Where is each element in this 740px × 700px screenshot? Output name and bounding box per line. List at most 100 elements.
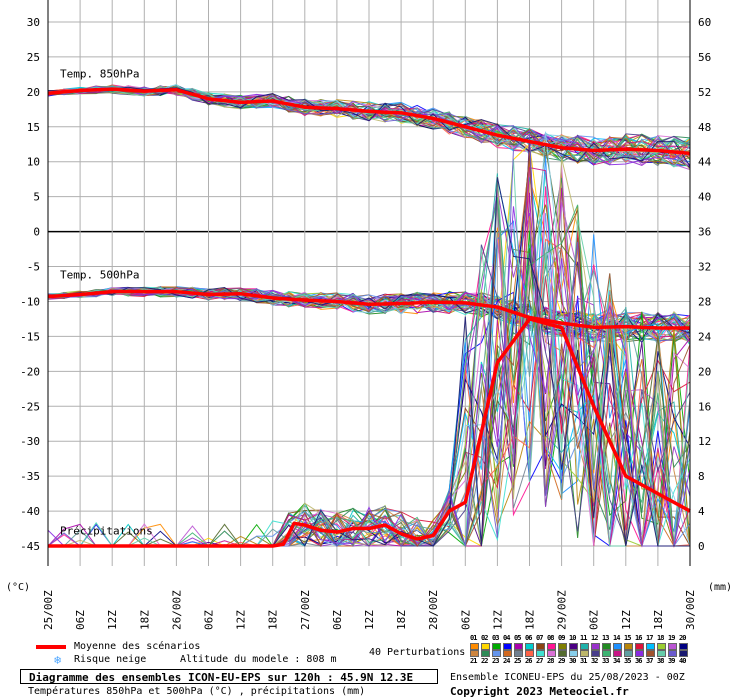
x-tick-label: 29/00Z bbox=[556, 590, 569, 630]
member-color-swatch bbox=[536, 650, 545, 657]
left-tick-label: -10 bbox=[20, 295, 40, 308]
ensemble-chart: 30 25 20 15 10 5 0 -5 -10 -15 -20 -25 -30 -35 -40 -45 60… bbox=[6, 0, 732, 630]
ensemble-means bbox=[47, 87, 691, 548]
member-number: 33 bbox=[602, 657, 610, 665]
member-number: 40 bbox=[679, 657, 687, 665]
left-unit-label: (°C) bbox=[6, 582, 30, 593]
member-color-swatch bbox=[613, 650, 622, 657]
member-number: 22 bbox=[481, 657, 489, 665]
right-tick-label: 56 bbox=[698, 51, 711, 64]
right-tick-label: 44 bbox=[698, 156, 712, 169]
member-color-swatch bbox=[514, 643, 523, 650]
member-line bbox=[48, 158, 691, 548]
chart-subtitle: Températures 850hPa et 500hPa (°C) , pré… bbox=[28, 686, 366, 697]
left-tick-label: 25 bbox=[27, 51, 40, 64]
legend-area: Moyenne des scénarios ❄ Risque neige Alt… bbox=[0, 634, 740, 700]
right-tick-label: 4 bbox=[698, 505, 705, 518]
left-tick-label: 30 bbox=[27, 16, 40, 29]
member-number: 15 bbox=[624, 634, 632, 642]
member-number: 37 bbox=[646, 657, 654, 665]
member-color-swatch bbox=[470, 643, 479, 650]
member-number: 06 bbox=[525, 634, 533, 642]
member-number: 01 bbox=[470, 634, 478, 642]
x-tick-label: 18Z bbox=[138, 610, 151, 630]
left-tick-label: 15 bbox=[27, 121, 40, 134]
right-tick-label: 52 bbox=[698, 86, 711, 99]
altitude-label: Altitude du modele : 808 m bbox=[180, 654, 337, 665]
member-color-swatch bbox=[558, 643, 567, 650]
member-number: 20 bbox=[679, 634, 687, 642]
member-color-swatch bbox=[547, 650, 556, 657]
right-tick-label: 20 bbox=[698, 365, 711, 378]
member-color-swatch bbox=[514, 650, 523, 657]
right-tick-label: 48 bbox=[698, 121, 711, 134]
member-color-swatch bbox=[591, 643, 600, 650]
member-color-swatch bbox=[481, 643, 490, 650]
member-color-swatch bbox=[657, 643, 666, 650]
member-color-swatch bbox=[591, 650, 600, 657]
perturbations-label: 40 Perturbations bbox=[369, 647, 466, 658]
x-tick-label: 06Z bbox=[588, 610, 601, 630]
x-tick-label: 12Z bbox=[235, 610, 248, 630]
member-color-swatch bbox=[525, 650, 534, 657]
left-tick-label: -30 bbox=[20, 435, 40, 448]
member-color-swatch bbox=[536, 643, 545, 650]
member-number: 14 bbox=[613, 634, 621, 642]
member-line bbox=[48, 165, 691, 548]
panel-label: Précipitations bbox=[60, 524, 153, 537]
member-color-swatch bbox=[569, 650, 578, 657]
x-tick-label: 18Z bbox=[395, 610, 408, 630]
member-color-swatch bbox=[602, 643, 611, 650]
member-number: 32 bbox=[591, 657, 599, 665]
left-tick-label: -15 bbox=[20, 330, 40, 343]
right-tick-label: 28 bbox=[698, 295, 711, 308]
member-number: 39 bbox=[668, 657, 676, 665]
member-number: 18 bbox=[657, 634, 665, 642]
member-number: 34 bbox=[613, 657, 621, 665]
member-number: 24 bbox=[503, 657, 511, 665]
member-color-swatch bbox=[481, 650, 490, 657]
member-number: 03 bbox=[492, 634, 500, 642]
mean-label: Moyenne des scénarios bbox=[74, 641, 201, 652]
x-tick-label: 12Z bbox=[491, 610, 504, 630]
x-tick-label: 18Z bbox=[652, 610, 665, 630]
x-tick-label: 06Z bbox=[203, 610, 216, 630]
member-number: 05 bbox=[514, 634, 522, 642]
member-color-swatch bbox=[470, 650, 479, 657]
member-number: 25 bbox=[514, 657, 522, 665]
member-color-swatch bbox=[580, 650, 589, 657]
left-tick-label: 5 bbox=[33, 191, 40, 204]
member-number: 27 bbox=[536, 657, 544, 665]
chart-axes bbox=[47, 0, 691, 566]
x-tick-label: 12Z bbox=[620, 610, 633, 630]
chart-title: Diagramme des ensembles ICON-EU-EPS sur … bbox=[20, 669, 438, 684]
right-tick-label: 32 bbox=[698, 261, 711, 274]
left-tick-label: -45 bbox=[20, 540, 40, 553]
mean-line bbox=[47, 289, 690, 330]
member-color-swatch bbox=[503, 650, 512, 657]
mean-line bbox=[47, 87, 691, 156]
member-number: 16 bbox=[635, 634, 643, 642]
right-tick-label: 40 bbox=[698, 191, 711, 204]
member-color-swatch bbox=[503, 643, 512, 650]
ensemble-label: Ensemble ICONEU-EPS du 25/08/2023 - 00Z bbox=[450, 672, 685, 683]
member-number: 23 bbox=[492, 657, 500, 665]
member-number: 13 bbox=[602, 634, 610, 642]
member-number: 36 bbox=[635, 657, 643, 665]
member-color-swatch bbox=[635, 643, 644, 650]
chart-labels: 30 25 20 15 10 5 0 -5 -10 -15 -20 -25 -30 -35 -40 -45 60… bbox=[6, 16, 732, 630]
snow-label: Risque neige bbox=[74, 654, 147, 665]
snowflake-icon: ❄ bbox=[54, 653, 62, 667]
right-tick-label: 12 bbox=[698, 435, 711, 448]
x-tick-label: 28/00Z bbox=[427, 590, 440, 630]
member-color-swatch bbox=[547, 643, 556, 650]
member-number: 08 bbox=[547, 634, 555, 642]
member-color-swatch bbox=[580, 643, 589, 650]
member-color-swatch bbox=[679, 643, 688, 650]
right-tick-label: 16 bbox=[698, 400, 711, 413]
member-color-swatch bbox=[492, 650, 501, 657]
member-number: 35 bbox=[624, 657, 632, 665]
mean-line bbox=[48, 317, 691, 548]
left-tick-label: -5 bbox=[27, 261, 40, 274]
left-tick-label: 20 bbox=[27, 86, 40, 99]
